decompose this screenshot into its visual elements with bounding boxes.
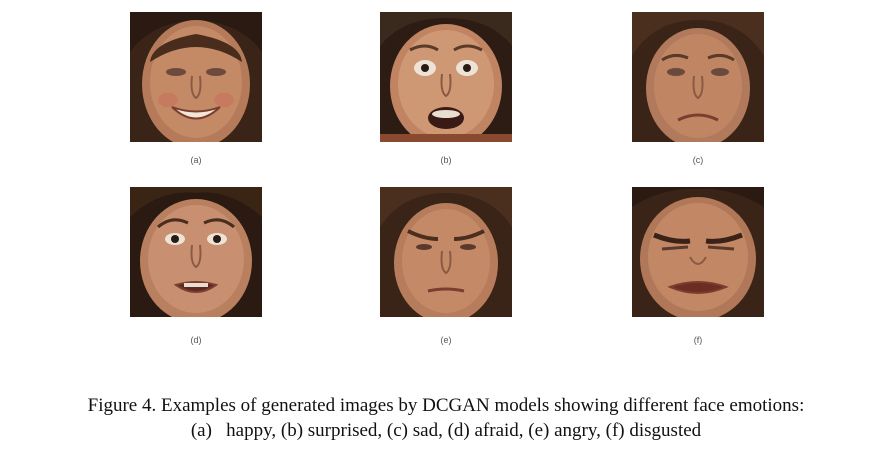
caption-line-2: (a) happy, (b) surprised, (c) sad, (d) a… bbox=[190, 420, 702, 441]
panel-e: (e) bbox=[380, 187, 512, 345]
face-image-angry bbox=[380, 187, 512, 317]
panel-label-b: (b) bbox=[440, 155, 452, 165]
panel-label-a: (a) bbox=[190, 155, 202, 165]
panel-a: (a) bbox=[130, 12, 262, 165]
face-image-happy bbox=[130, 12, 262, 142]
panel-f: (f) bbox=[632, 187, 764, 345]
caption-line-1: Figure 4. Examples of generated images b… bbox=[87, 395, 805, 416]
face-image-afraid bbox=[130, 187, 262, 317]
panel-d: (d) bbox=[130, 187, 262, 345]
panel-c: (c) bbox=[632, 12, 764, 165]
panel-b: (b) bbox=[380, 12, 512, 165]
face-image-surprised bbox=[380, 12, 512, 142]
panel-label-e: (e) bbox=[440, 335, 452, 345]
figure-grid: (a) (b) bbox=[130, 12, 764, 345]
panel-label-c: (c) bbox=[692, 155, 704, 165]
panel-label-f: (f) bbox=[693, 335, 703, 345]
panel-label-d: (d) bbox=[190, 335, 202, 345]
face-image-disgusted bbox=[632, 187, 764, 317]
face-image-sad bbox=[632, 12, 764, 142]
figure-caption: Figure 4. Examples of generated images b… bbox=[0, 393, 892, 443]
